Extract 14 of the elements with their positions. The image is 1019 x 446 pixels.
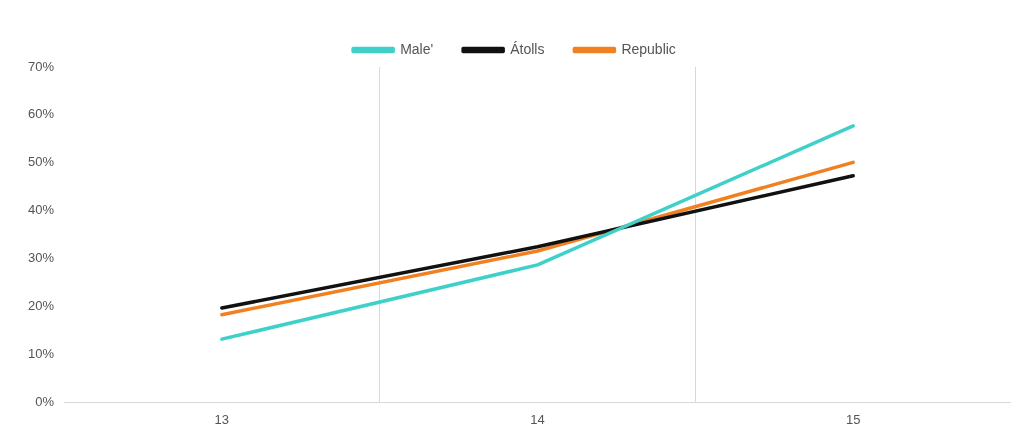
y-tick-label: 0%: [35, 393, 55, 409]
x-tick-label: 15: [845, 411, 861, 427]
y-tick-label: 70%: [27, 58, 55, 74]
y-tick-label: 30%: [27, 250, 55, 266]
y-tick-label: 40%: [27, 202, 55, 218]
x-tick-label: 14: [530, 411, 545, 427]
legend-label: Republic: [621, 40, 676, 57]
x-tick-label: 13: [214, 411, 230, 427]
legend-label: Male': [400, 40, 434, 57]
y-tick-label: 50%: [27, 154, 55, 170]
y-tick-label: 10%: [27, 346, 55, 362]
y-tick-label: 20%: [27, 298, 55, 314]
legend-label: Átolls: [510, 40, 545, 57]
y-tick-label: 60%: [27, 106, 55, 122]
